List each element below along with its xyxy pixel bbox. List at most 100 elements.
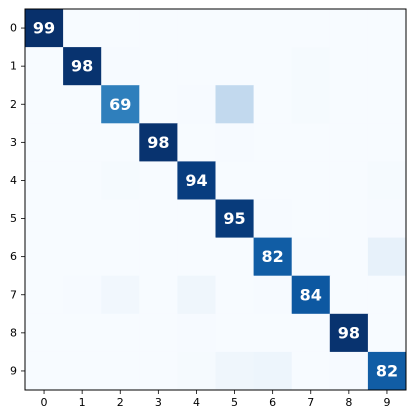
x-axis-ticks: 0 1 2 3 4 5 6 7 8 9: [41, 390, 390, 409]
heatmap-cell-r1-c8: [329, 47, 369, 86]
heatmap-cell-r0-c2: [101, 9, 140, 48]
y-tick-label: 4: [10, 174, 17, 187]
heatmap-cell-r2-c3: [139, 85, 178, 124]
heatmap-cell-r0-c8: [329, 9, 369, 48]
heatmap-cell-r3-c8: [329, 123, 369, 162]
heatmap-cell-r5-c1: [63, 199, 102, 238]
heatmap-cell-r5-c6: [253, 199, 293, 238]
heatmap-cell-r3-c9: [367, 123, 407, 162]
heatmap-cell-r5-c5: [215, 199, 254, 238]
heatmap-cell-r4-c3: [139, 161, 178, 200]
heatmap-cell-r3-c7: [291, 123, 331, 162]
x-tick-label: 1: [79, 396, 86, 409]
heatmap-cell-r7-c4: [177, 275, 216, 315]
heatmap-cell-r7-c2: [101, 275, 140, 315]
heatmap-cell-r7-c1: [63, 275, 102, 315]
heatmap-cell-r1-c1: [63, 47, 102, 86]
x-tick-label: 6: [269, 396, 276, 409]
heatmap-cell-r5-c2: [101, 199, 140, 238]
heatmap-cell-r7-c3: [139, 275, 178, 315]
heatmap-cell-r6-c0: [25, 237, 64, 277]
heatmap-cell-r6-c9: [367, 237, 407, 277]
heatmap-cell-r8-c6: [253, 313, 293, 353]
x-tick-label: 2: [117, 396, 124, 409]
heatmap-cell-r1-c9: [367, 47, 407, 86]
x-tick-label: 4: [193, 396, 200, 409]
heatmap-cell-r8-c3: [139, 313, 178, 353]
heatmap-cell-r4-c9: [367, 161, 407, 200]
y-tick-label: 0: [10, 22, 17, 35]
cell-value-label: 69: [109, 95, 131, 114]
heatmap-cell-r5-c4: [177, 199, 216, 238]
heatmap-cell-r7-c8: [329, 275, 369, 315]
heatmap-cell-r9-c0: [25, 351, 64, 391]
heatmap-cell-r2-c2: [101, 85, 140, 124]
heatmap-cell-r1-c0: [25, 47, 64, 86]
heatmap-cell-r0-c9: [367, 9, 407, 48]
y-tick-label: 2: [10, 98, 17, 111]
heatmap-cell-r7-c9: [367, 275, 407, 315]
heatmap-cell-r7-c6: [253, 275, 293, 315]
cell-value-label: 98: [338, 323, 360, 342]
heatmap-cell-r1-c2: [101, 47, 140, 86]
heatmap-cell-r0-c1: [63, 9, 102, 48]
heatmap-cell-r6-c5: [215, 237, 254, 277]
heatmap-cell-r4-c8: [329, 161, 369, 200]
heatmap-cell-r8-c9: [367, 313, 407, 353]
heatmap-cell-r4-c7: [291, 161, 331, 200]
heatmap-cell-r8-c8: [329, 313, 369, 353]
heatmap-cell-r3-c3: [139, 123, 178, 162]
heatmap-cell-r6-c2: [101, 237, 140, 277]
x-tick-label: 7: [307, 396, 314, 409]
heatmap-cell-r3-c1: [63, 123, 102, 162]
cell-value-label: 98: [147, 133, 169, 152]
y-axis-ticks: 0 1 2 3 4 5 6 7 8 9: [10, 22, 25, 377]
heatmap-cell-r5-c7: [291, 199, 331, 238]
heatmap-cell-r9-c5: [215, 351, 254, 391]
heatmap-cell-r2-c6: [253, 85, 293, 124]
heatmap-cell-r5-c0: [25, 199, 64, 238]
cell-value-label: 82: [376, 361, 398, 380]
heatmap-cell-r7-c0: [25, 275, 64, 315]
heatmap-cell-r9-c2: [101, 351, 140, 391]
heatmap-cell-r2-c7: [291, 85, 331, 124]
y-tick-label: 3: [10, 136, 17, 149]
heatmap-cell-r8-c7: [291, 313, 331, 353]
heatmap-cell-r1-c4: [177, 47, 216, 86]
heatmap-cell-r6-c6: [253, 237, 293, 277]
heatmap-cell-r6-c3: [139, 237, 178, 277]
heatmap-cell-r4-c5: [215, 161, 254, 200]
heatmap-cell-labels: 99 98 69 98 94 95 82 84 98 82: [33, 19, 398, 381]
cell-value-label: 95: [223, 209, 245, 228]
heatmap-cell-r2-c8: [329, 85, 369, 124]
heatmap-cell-r1-c5: [215, 47, 254, 86]
heatmap-cell-r8-c1: [63, 313, 102, 353]
heatmap-cell-r2-c5: [215, 85, 254, 124]
x-tick-label: 3: [155, 396, 162, 409]
heatmap-cell-r9-c3: [139, 351, 178, 391]
y-tick-label: 7: [10, 288, 17, 301]
heatmap-cell-r4-c6: [253, 161, 293, 200]
heatmap-cell-r0-c4: [177, 9, 216, 48]
x-tick-label: 8: [345, 396, 352, 409]
heatmap-cell-r0-c0: [25, 9, 64, 48]
heatmap-cell-r5-c9: [367, 199, 407, 238]
heatmap-cell-r6-c4: [177, 237, 216, 277]
y-tick-label: 6: [10, 250, 17, 263]
heatmap-cell-r0-c6: [253, 9, 293, 48]
x-tick-label: 5: [231, 396, 238, 409]
heatmap-cell-r2-c9: [367, 85, 407, 124]
y-tick-label: 5: [10, 212, 17, 225]
heatmap-cell-r2-c1: [63, 85, 102, 124]
heatmap-cell-r4-c4: [177, 161, 216, 200]
heatmap-cell-r5-c3: [139, 199, 178, 238]
heatmap-cell-r6-c7: [291, 237, 331, 277]
cell-value-label: 94: [185, 171, 207, 190]
heatmap-cell-r9-c7: [291, 351, 331, 391]
heatmap-cell-r8-c0: [25, 313, 64, 353]
heatmap-cell-r4-c0: [25, 161, 64, 200]
heatmap-cell-r8-c4: [177, 313, 216, 353]
heatmap-cell-r9-c4: [177, 351, 216, 391]
heatmap-cell-r6-c8: [329, 237, 369, 277]
